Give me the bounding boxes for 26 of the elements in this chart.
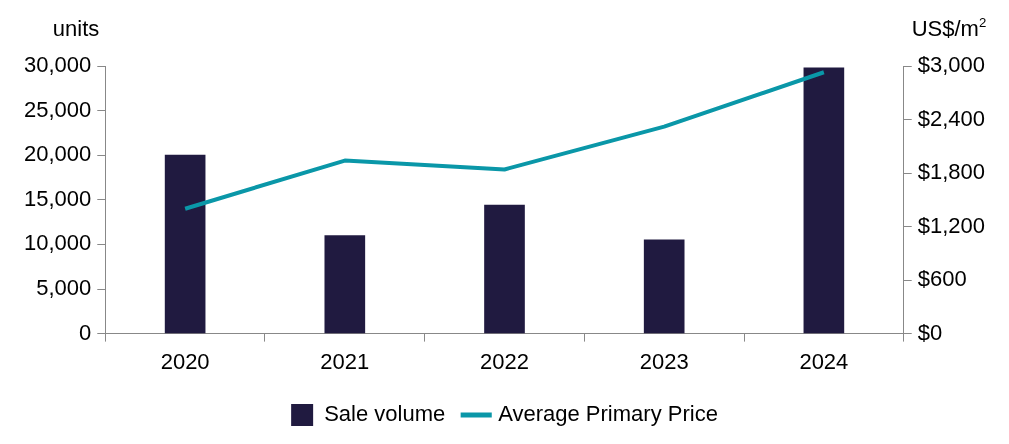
- x-tick-label: 2022: [480, 348, 529, 374]
- x-tick-label: 2020: [160, 348, 210, 374]
- y2-tick-label: $0: [917, 319, 943, 345]
- y2-tick-label: $2,400: [917, 105, 986, 131]
- y-tick-label: 0: [79, 319, 92, 345]
- y-tick-label: 10,000: [23, 230, 92, 256]
- bar: [484, 204, 525, 334]
- bar: [803, 67, 845, 334]
- legend-label: Sale volume: [324, 401, 446, 427]
- y-tick-label: 20,000: [23, 141, 92, 167]
- y2-tick-label: $1,200: [917, 212, 986, 238]
- x-tick-label: 2024: [799, 348, 849, 374]
- y-tick-label: 30,000: [23, 52, 92, 78]
- x-tick-label: 2023: [639, 348, 689, 374]
- x-tick-label: 2021: [320, 348, 370, 374]
- y-tick-label: 15,000: [23, 185, 92, 211]
- y2-tick-label: $1,800: [917, 159, 986, 185]
- y-axis-title: units: [52, 16, 100, 41]
- y2-tick-label: $600: [917, 266, 967, 292]
- bar: [164, 154, 206, 334]
- y-tick-label: 25,000: [23, 96, 92, 122]
- y-tick-label: 5,000: [36, 275, 92, 301]
- bar: [324, 235, 366, 334]
- y2-tick-label: $3,000: [917, 52, 986, 78]
- bar: [643, 239, 685, 334]
- legend-label: Average Primary Price: [498, 401, 718, 427]
